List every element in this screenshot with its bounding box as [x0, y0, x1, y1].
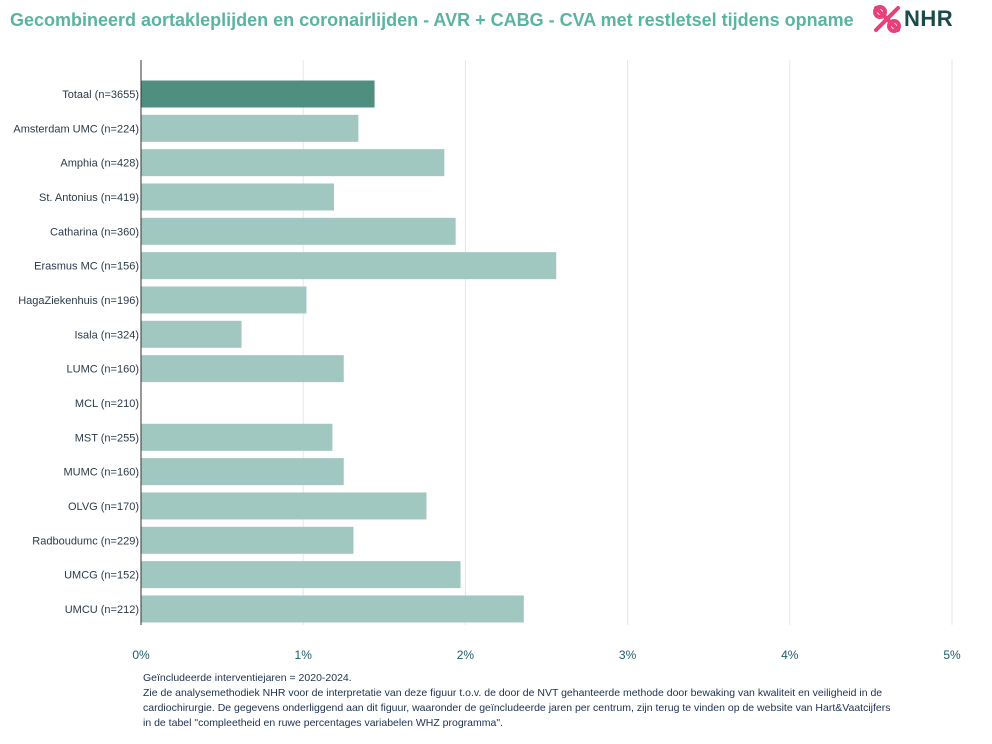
bar: [141, 458, 344, 486]
category-label: Radboudumc (n=229): [32, 535, 139, 547]
x-tick-label: 4%: [781, 648, 799, 662]
category-label: Amphia (n=428): [60, 158, 139, 170]
footnote: Geïncludeerde interventiejaren = 2020-20…: [143, 671, 943, 731]
category-label: HagaZiekenhuis (n=196): [18, 295, 139, 307]
nhr-logo-text: NHR: [904, 6, 954, 31]
footnote-line-1: Geïncludeerde interventiejaren = 2020-20…: [143, 672, 352, 684]
x-tick-label: 2%: [457, 648, 475, 662]
category-label: MUMC (n=160): [64, 467, 140, 479]
bar: [141, 149, 445, 177]
grid-lines: [302, 60, 953, 625]
category-label: LUMC (n=160): [67, 364, 139, 376]
bar: [141, 114, 359, 142]
category-label: MST (n=255): [75, 432, 139, 444]
footnote-line-2: Zie de analysemethodiek NHR voor de inte…: [143, 687, 883, 699]
bar: [141, 355, 344, 383]
category-label: OLVG (n=170): [68, 501, 139, 513]
bar: [141, 320, 242, 348]
category-label: Catharina (n=360): [50, 226, 139, 238]
bar: [141, 286, 307, 314]
bar: [141, 561, 461, 589]
x-axis-ticks: 0% 1% 2% 3% 4% 5%: [132, 648, 961, 662]
bars: [141, 80, 557, 623]
category-label: MCL (n=210): [75, 398, 139, 410]
category-label: St. Antonius (n=419): [39, 192, 139, 204]
bar: [141, 80, 375, 108]
category-label: UMCU (n=212): [65, 604, 139, 616]
x-tick-label: 0%: [132, 648, 150, 662]
footnote-line-3: cardiochirurgie. De gegevens onderliggen…: [143, 702, 891, 714]
x-tick-label: 3%: [619, 648, 637, 662]
chart-title: Gecombineerd aortakleplijden en coronair…: [10, 10, 854, 30]
bar: [141, 252, 557, 280]
bar: [141, 183, 335, 211]
category-label: Amsterdam UMC (n=224): [13, 123, 139, 135]
x-tick-label: 1%: [295, 648, 313, 662]
nhr-logo: NHR: [870, 2, 960, 36]
category-label: Erasmus MC (n=156): [34, 261, 139, 273]
category-label: UMCG (n=152): [64, 570, 139, 582]
category-label: Isala (n=324): [74, 329, 139, 341]
bar: [141, 492, 427, 520]
bar: [141, 217, 456, 245]
bar: [141, 423, 333, 451]
category-label: Totaal (n=3655): [62, 89, 139, 101]
bar: [141, 595, 524, 623]
category-labels: Totaal (n=3655) Amsterdam UMC (n=224) Amph…: [13, 89, 139, 616]
footnote-line-4: in de tabel "compleetheid en ruwe percen…: [143, 717, 503, 729]
nhr-logo-icon: [873, 5, 901, 33]
bar: [141, 526, 354, 554]
x-tick-label: 5%: [943, 648, 961, 662]
